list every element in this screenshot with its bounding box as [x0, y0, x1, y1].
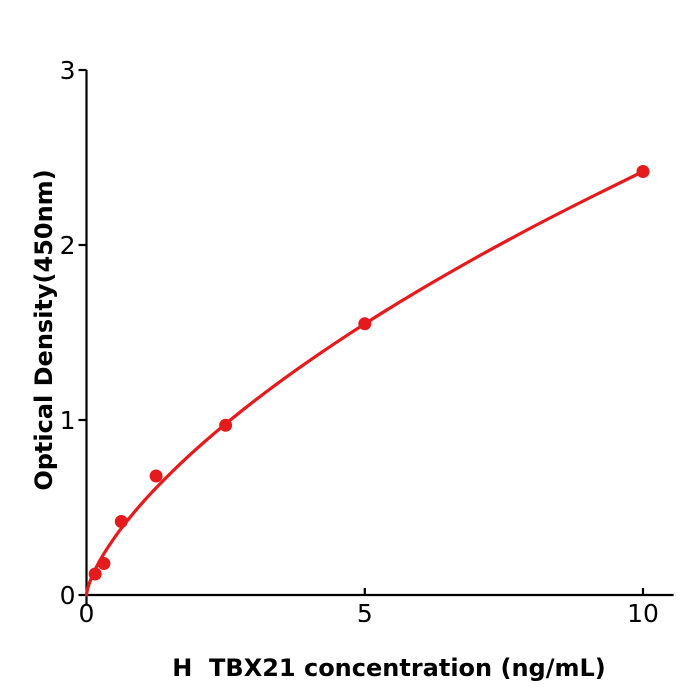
- data-point: [97, 557, 111, 570]
- y-tick-label-3: 3: [60, 56, 76, 85]
- y-tick-label-1: 1: [60, 406, 76, 435]
- data-point: [358, 317, 372, 331]
- data-point: [88, 567, 102, 581]
- data-point: [636, 165, 650, 178]
- fit-curve: [84, 169, 645, 597]
- x-tick-label-0: 0: [79, 599, 95, 628]
- x-axis-title: H TBX21 concentration (ng/mL): [172, 654, 606, 682]
- x-tick-label-5: 5: [357, 599, 373, 628]
- data-point: [149, 469, 163, 483]
- y-axis-title: Optical Density(450nm): [30, 169, 58, 491]
- data-point: [114, 515, 128, 528]
- y-tick-label-0: 0: [60, 581, 76, 610]
- y-tick-label-2: 2: [60, 231, 76, 260]
- data-point: [219, 418, 233, 432]
- x-tick-label-10: 10: [627, 599, 659, 628]
